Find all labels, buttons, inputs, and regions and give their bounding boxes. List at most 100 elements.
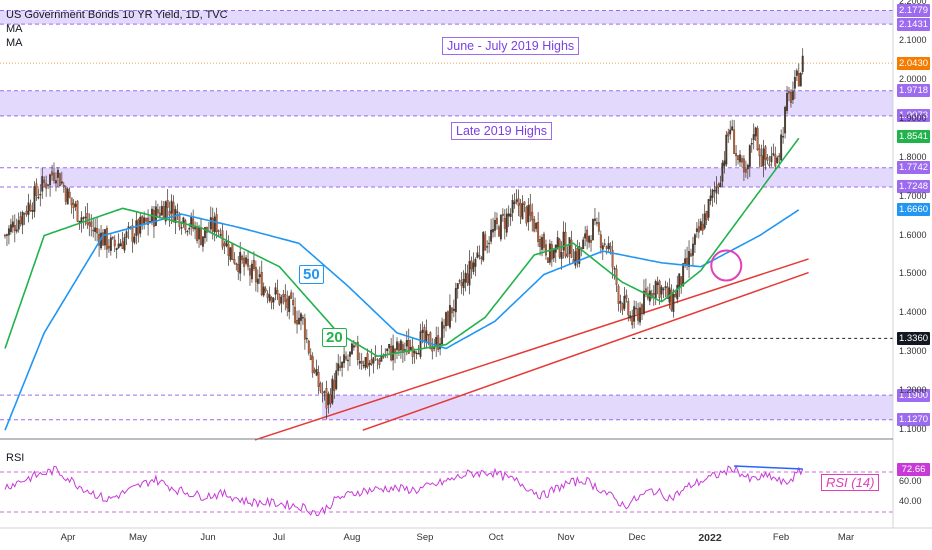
- indicator-label-ma-2[interactable]: MA: [6, 37, 23, 49]
- candle-body: [288, 296, 291, 313]
- candle-body: [290, 292, 293, 299]
- candle-body: [692, 243, 694, 256]
- y-tick-label: 1.4000: [899, 307, 927, 318]
- indicator-label-ma-1[interactable]: MA: [6, 23, 23, 35]
- candle-body: [537, 222, 540, 242]
- candle-body: [133, 236, 136, 243]
- candle-body: [284, 294, 287, 303]
- candle-body: [562, 231, 565, 251]
- candle-body: [684, 258, 687, 264]
- candle-body: [194, 226, 197, 230]
- candle-body: [658, 280, 661, 298]
- candle-body: [380, 356, 383, 362]
- candle-body: [541, 237, 543, 250]
- candle-body: [484, 234, 487, 251]
- candle-body: [674, 294, 677, 298]
- price-tag-zone: 1.9073: [897, 109, 930, 123]
- candle-body: [319, 383, 322, 392]
- candle-body: [313, 369, 316, 373]
- candle-body: [339, 365, 342, 368]
- candle-body: [186, 230, 189, 233]
- candle-body: [227, 243, 230, 256]
- candle-body: [53, 172, 55, 181]
- candle-body: [352, 345, 355, 348]
- candle-body: [111, 237, 114, 239]
- candle-body: [90, 221, 93, 227]
- rsi-pane-label: RSI: [6, 452, 25, 464]
- zone-band: [40, 167, 893, 187]
- candle-body: [121, 241, 124, 249]
- candle-body: [552, 249, 555, 259]
- candle-body: [325, 388, 328, 409]
- candle-body: [641, 304, 643, 314]
- candle-body: [249, 268, 251, 276]
- candle-body: [35, 183, 38, 196]
- candle-body: [496, 217, 498, 224]
- candle-body: [37, 196, 40, 199]
- ma20-badge: 20: [322, 328, 347, 347]
- candle-body: [448, 305, 451, 328]
- candle-body: [611, 250, 614, 268]
- candle-body: [396, 341, 398, 351]
- candle-body: [721, 162, 724, 182]
- candle-body: [45, 183, 48, 189]
- candle-body: [699, 221, 702, 231]
- candle-body: [247, 259, 249, 267]
- candle-body: [251, 263, 253, 280]
- candle-body: [525, 206, 528, 224]
- price-tag-zone: 1.1270: [897, 413, 930, 427]
- x-tick-label: Oct: [488, 532, 504, 543]
- candle-body: [252, 260, 255, 269]
- candle-body: [43, 179, 46, 183]
- candle-body: [143, 217, 146, 224]
- y-tick-label: 2.1000: [899, 34, 927, 45]
- candle-body: [768, 163, 771, 167]
- candle-body: [107, 245, 110, 249]
- candle-body: [327, 393, 330, 406]
- candle-body: [746, 164, 749, 170]
- candle-body: [60, 181, 63, 184]
- candle-body: [535, 222, 538, 229]
- candle-body: [505, 213, 508, 233]
- candle-body: [11, 221, 14, 228]
- candle-body: [784, 107, 787, 134]
- candle-body: [494, 219, 496, 231]
- candle-body: [398, 343, 400, 352]
- candle-body: [286, 298, 289, 309]
- candle-body: [599, 234, 602, 248]
- candle-body: [184, 220, 187, 230]
- candle-body: [707, 199, 710, 218]
- x-tick-label: Sep: [416, 532, 434, 543]
- y-tick-label: 1.6000: [899, 229, 927, 240]
- price-tag-support: 1.3360: [897, 331, 930, 345]
- candle-body: [713, 189, 716, 192]
- candle-body: [515, 199, 518, 202]
- candle-body: [274, 287, 277, 295]
- price-tag-zone: 2.1431: [897, 17, 930, 31]
- candle-body: [29, 204, 32, 212]
- candle-body: [766, 157, 769, 161]
- candle-body: [219, 234, 222, 236]
- price-tag-zone: 1.7248: [897, 180, 930, 194]
- candle-body: [168, 211, 171, 216]
- candle-body: [739, 154, 741, 163]
- price-tag-zone: 1.1900: [897, 388, 930, 402]
- candle-body: [717, 184, 720, 188]
- ma50-badge: 50: [299, 265, 324, 284]
- candle-body: [158, 212, 161, 217]
- candle-body: [631, 316, 634, 326]
- candle-body: [311, 356, 314, 374]
- x-tick-label: Apr: [60, 532, 76, 543]
- candle-body: [637, 308, 640, 321]
- candle-body: [666, 286, 669, 299]
- candle-body: [407, 340, 410, 354]
- candle-body: [321, 391, 324, 394]
- candle-body: [421, 329, 424, 333]
- candle-body: [513, 201, 516, 205]
- candle-body: [705, 211, 708, 220]
- candle-body: [233, 259, 236, 264]
- candle-body: [639, 307, 641, 323]
- candle-body: [292, 299, 295, 305]
- candle-body: [386, 348, 389, 352]
- candle-body: [586, 229, 589, 242]
